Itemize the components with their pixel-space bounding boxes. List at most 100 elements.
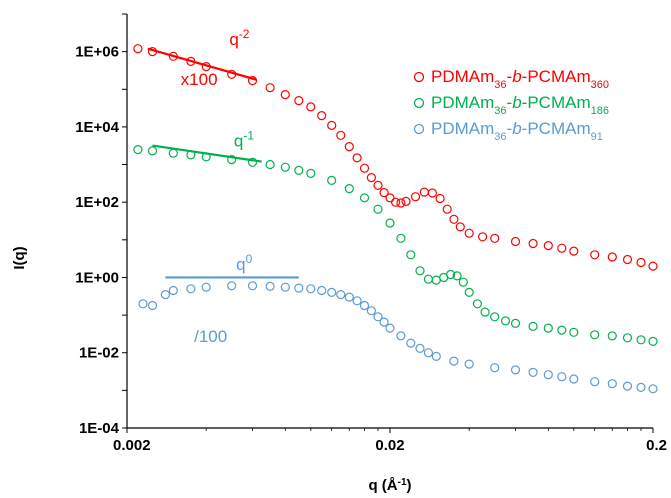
data-point xyxy=(327,120,337,131)
data-point xyxy=(201,282,211,292)
data-point xyxy=(490,363,500,373)
data-point xyxy=(431,351,441,361)
data-point xyxy=(247,281,258,291)
data-point xyxy=(306,102,316,112)
data-point xyxy=(186,284,196,294)
data-point xyxy=(147,300,158,311)
legend-marker xyxy=(413,123,425,135)
legend: PDMAm36-b-PCMAm360PDMAm36-b-PCMAm186PDMA… xyxy=(413,67,609,143)
slope-lines: q-2 q-1 q0 xyxy=(147,27,299,279)
data-point xyxy=(528,321,538,331)
x-axis-title-exp: -1 xyxy=(398,477,407,488)
data-point xyxy=(294,95,304,106)
data-point xyxy=(336,130,346,140)
data-point xyxy=(557,372,567,382)
data-point xyxy=(396,233,406,243)
data-point xyxy=(423,348,433,358)
data-point xyxy=(280,282,290,292)
data-point xyxy=(396,331,406,341)
data-point xyxy=(607,331,617,341)
y-tick-label: 1E+02 xyxy=(75,194,119,211)
data-point xyxy=(306,284,316,294)
data-point xyxy=(401,196,411,206)
data-point xyxy=(160,290,170,300)
data-point xyxy=(352,296,362,306)
x-ticks: 0.002 0.02 0.2 xyxy=(113,428,667,454)
data-point xyxy=(648,336,658,346)
data-point xyxy=(449,356,459,366)
data-point xyxy=(247,157,258,167)
data-point xyxy=(464,228,474,238)
data-point xyxy=(472,299,482,309)
data-point xyxy=(446,269,456,280)
data-point xyxy=(431,275,441,285)
data-point xyxy=(294,165,304,175)
legend-marker xyxy=(413,71,425,83)
data-point xyxy=(455,222,465,232)
data-point xyxy=(636,382,646,392)
data-point xyxy=(510,365,521,375)
slope-line xyxy=(147,47,257,81)
data-point xyxy=(391,197,401,207)
data-point xyxy=(133,44,143,54)
data-point xyxy=(265,83,275,93)
data-point xyxy=(406,250,416,260)
data-point xyxy=(265,281,275,291)
data-point xyxy=(648,261,658,271)
data-point xyxy=(423,274,433,284)
data-point xyxy=(138,299,148,309)
data-point xyxy=(385,193,395,203)
data-point xyxy=(543,323,553,333)
data-point xyxy=(490,312,500,322)
data-point xyxy=(344,184,354,194)
series-PDMAm36-b-PCMAm91 xyxy=(138,281,658,394)
data-point xyxy=(442,204,452,214)
data-point xyxy=(622,333,633,343)
data-point xyxy=(359,193,370,203)
data-point xyxy=(458,277,468,287)
data-point xyxy=(427,188,437,198)
data-point xyxy=(622,254,633,265)
data-point xyxy=(500,316,511,326)
data-point xyxy=(352,153,362,163)
series-layer xyxy=(133,44,658,394)
x-axis-title: q (Å-1) xyxy=(368,477,411,495)
y-tick-label: 1E+00 xyxy=(75,269,119,286)
x-axis-title-base: q (Å xyxy=(368,477,397,494)
data-point xyxy=(373,180,383,190)
y-tick-label: 1E+06 xyxy=(75,44,119,61)
data-point xyxy=(227,155,237,165)
slope-label: q-2 xyxy=(229,27,249,49)
data-point xyxy=(344,292,354,302)
data-point xyxy=(415,343,425,353)
data-point xyxy=(133,145,143,155)
data-point xyxy=(373,204,383,214)
data-point xyxy=(327,287,337,297)
legend-label: PDMAm36-b-PCMAm91 xyxy=(431,119,603,143)
data-point xyxy=(435,193,445,204)
data-point xyxy=(379,317,389,327)
y-tick-label: 1E-02 xyxy=(79,345,119,362)
y-tick-label: 1E-04 xyxy=(79,420,120,437)
data-point xyxy=(557,243,567,253)
data-point xyxy=(607,379,617,389)
data-point xyxy=(396,198,406,208)
legend-marker xyxy=(413,97,425,109)
data-point xyxy=(168,148,178,158)
y-ticks: 1E+06 1E+04 1E+02 1E+00 1E-02 1E-04 xyxy=(75,13,127,437)
data-point xyxy=(373,312,383,322)
data-point xyxy=(317,110,327,121)
data-point xyxy=(366,306,376,316)
data-point xyxy=(648,384,658,394)
data-point xyxy=(227,281,237,291)
data-point xyxy=(590,377,600,387)
data-point xyxy=(510,318,521,328)
data-point xyxy=(359,300,370,311)
data-point xyxy=(327,175,337,185)
data-point xyxy=(147,146,158,156)
data-point xyxy=(419,187,429,197)
data-point xyxy=(410,192,421,202)
data-point xyxy=(306,168,316,178)
data-point xyxy=(590,330,600,340)
legend-label: PDMAm36-b-PCMAm186 xyxy=(431,93,609,117)
